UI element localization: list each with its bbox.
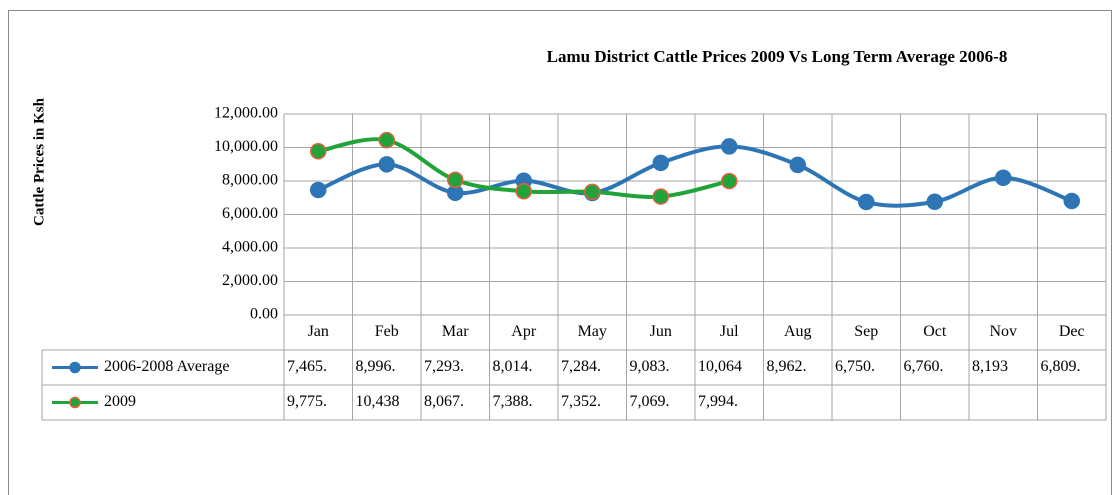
table-value: 7,069. (630, 393, 670, 410)
x-tick-label: Nov (989, 323, 1017, 340)
table-value: 8,996. (356, 358, 396, 375)
table-value: 9,775. (287, 393, 327, 410)
series-marker (378, 156, 395, 173)
series-marker (310, 181, 327, 199)
series-marker (995, 169, 1012, 187)
table-value: 8,193 (972, 358, 1008, 375)
series-marker (652, 188, 669, 205)
y-tick-label: 4,000.00 (222, 239, 278, 256)
table-value: 6,809. (1041, 358, 1081, 375)
y-tick-label: 6,000.00 (222, 205, 278, 222)
legend-marker (69, 396, 81, 409)
table-value: 8,962. (767, 358, 807, 375)
table-value: 7,994. (698, 393, 738, 410)
chart-title: Lamu District Cattle Prices 2009 Vs Long… (547, 47, 1008, 66)
series-marker (926, 193, 943, 211)
legend-label: 2006-2008 Average (104, 358, 229, 375)
chart-border (8, 10, 1112, 495)
series-marker (858, 193, 875, 211)
x-tick-label: Dec (1059, 323, 1085, 340)
y-tick-label: 12,000.00 (214, 105, 278, 122)
table-value: 8,067. (424, 393, 464, 410)
y-tick-label: 10,000.00 (214, 138, 278, 155)
table-value: 7,465. (287, 358, 327, 375)
table-value: 10,438 (356, 393, 400, 410)
table-value: 7,293. (424, 358, 464, 375)
table-value: 8,014. (493, 358, 533, 375)
table-value: 7,284. (561, 358, 601, 375)
x-tick-label: Jun (650, 323, 672, 340)
series-marker (515, 183, 532, 200)
table-value: 6,750. (835, 358, 875, 375)
y-tick-label: 2,000.00 (222, 272, 278, 289)
series-marker (584, 183, 601, 201)
x-tick-label: Apr (511, 323, 537, 340)
x-tick-label: Oct (923, 323, 947, 340)
series-marker (789, 156, 806, 174)
table-value: 7,388. (493, 393, 533, 410)
x-tick-label: Mar (442, 323, 469, 340)
series-marker (310, 143, 327, 160)
x-tick-label: Jul (720, 323, 739, 340)
legend-label: 2009 (104, 393, 136, 410)
table-value: 6,760. (904, 358, 944, 375)
series-marker (378, 131, 395, 149)
table-value: 9,083. (630, 358, 670, 375)
legend-marker (69, 361, 81, 374)
x-tick-label: Feb (375, 323, 399, 340)
series-marker (652, 154, 669, 172)
series-marker (447, 171, 464, 189)
table-value: 7,352. (561, 393, 601, 410)
x-tick-label: Jan (308, 323, 329, 340)
y-axis-label: Cattle Prices in Ksh (31, 97, 47, 226)
x-tick-label: May (578, 323, 607, 340)
series-marker (721, 172, 738, 190)
series-marker (1063, 192, 1080, 210)
series-marker (721, 138, 738, 155)
x-tick-label: Sep (854, 323, 878, 340)
y-tick-label: 8,000.00 (222, 172, 278, 189)
y-tick-label: 0.00 (250, 306, 278, 323)
table-value: 10,064 (698, 358, 742, 375)
x-tick-label: Aug (784, 323, 812, 340)
